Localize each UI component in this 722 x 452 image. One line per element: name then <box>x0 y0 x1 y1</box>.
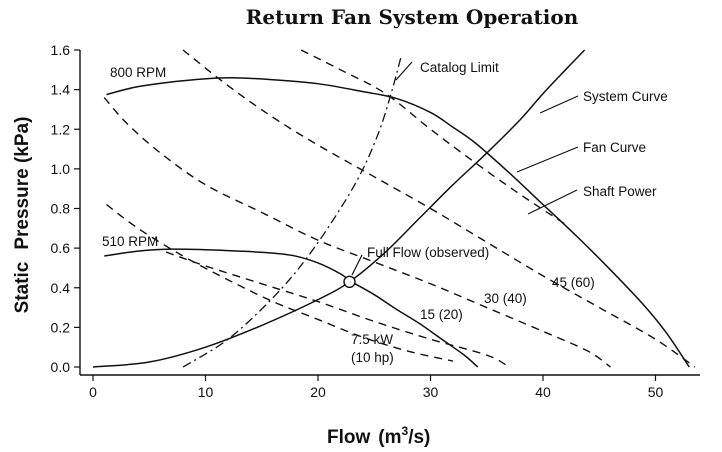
annotation-7-5-kw: 7.5 kW <box>351 332 393 347</box>
annotation-15-20: 15 (20) <box>420 307 463 322</box>
annotation-10-hp: (10 hp) <box>351 350 394 365</box>
x-axis-unit-base: (m <box>378 427 401 448</box>
x-tick-label: 20 <box>310 384 326 400</box>
series-30-40 <box>103 97 611 368</box>
series-system-curve <box>92 49 586 368</box>
system-curve-leader <box>539 95 579 114</box>
y-tick-label: 0.2 <box>51 319 71 335</box>
y-tick-label: 0.8 <box>51 201 71 217</box>
chart-title: Return Fan System Operation <box>246 5 579 29</box>
shaft-power-leader <box>527 189 578 215</box>
y-tick-label: 0.6 <box>51 240 71 256</box>
y-tick-label: 0.4 <box>51 280 71 296</box>
full-flow-leader <box>351 254 363 276</box>
annotation-catalog-limit: Catalog Limit <box>420 60 499 75</box>
fan-curve-leader <box>516 146 579 173</box>
x-tick-label: 30 <box>423 384 439 400</box>
y-axis-label-left: Static <box>12 261 33 313</box>
annotation-shaft-power: Shaft Power <box>583 184 657 199</box>
x-tick-label: 50 <box>648 384 664 400</box>
annotations: 800 RPM 510 RPM Catalog Limit System Cur… <box>102 60 668 365</box>
y-axis-title: Static Pressure (kPa) <box>12 117 33 314</box>
series-fan-curve-510-rpm <box>104 248 479 368</box>
x-tick-label: 40 <box>535 384 551 400</box>
y-tick-label: 1.6 <box>51 42 71 58</box>
series-catalog-limit <box>182 55 402 368</box>
x-axis-title: Flow (m3/s) <box>327 424 430 448</box>
curves <box>92 49 696 368</box>
y-axis-label-right: Pressure (kPa) <box>12 117 33 250</box>
annotation-30-40: 30 (40) <box>484 291 527 306</box>
series-7-5-kw-10-hp <box>106 203 454 362</box>
x-tick-label: 10 <box>198 384 214 400</box>
full-flow-marker <box>343 275 356 289</box>
x-axis-unit-tail: /s) <box>408 427 430 448</box>
annotation-full-flow: Full Flow (observed) <box>367 245 489 260</box>
y-tick-label: 0.0 <box>51 359 71 375</box>
marker-group <box>343 275 356 289</box>
x-axis-unit-sup: 3 <box>402 424 409 438</box>
series-15-20 <box>165 251 510 368</box>
annotation-510-rpm: 510 RPM <box>102 234 158 249</box>
catalog-limit-leader <box>395 61 413 81</box>
series-45-60 <box>182 49 696 368</box>
series-fan-curve-800-rpm <box>106 76 690 368</box>
y-axis-label: Static Pressure (kPa) <box>12 117 33 314</box>
axes <box>79 50 700 376</box>
x-tick-label: 0 <box>89 384 97 400</box>
annotation-system-curve: System Curve <box>583 89 668 104</box>
x-axis-label-main: Flow <box>327 427 370 448</box>
ticks: 0 10 20 30 40 50 0.0 0.2 0.4 0.6 0.8 1.0 1.2 1.4 1.6 <box>51 42 664 400</box>
y-tick-label: 1.0 <box>51 161 71 177</box>
annotation-45-60: 45 (60) <box>552 275 595 290</box>
leader-lines <box>351 61 579 276</box>
y-tick-label: 1.4 <box>51 82 71 98</box>
x-axis-label: Flow (m3/s) <box>327 424 430 448</box>
series-shaft-power-upper <box>300 49 566 225</box>
annotation-800-rpm: 800 RPM <box>110 65 166 80</box>
annotation-fan-curve: Fan Curve <box>583 140 646 155</box>
y-tick-label: 1.2 <box>51 121 71 137</box>
